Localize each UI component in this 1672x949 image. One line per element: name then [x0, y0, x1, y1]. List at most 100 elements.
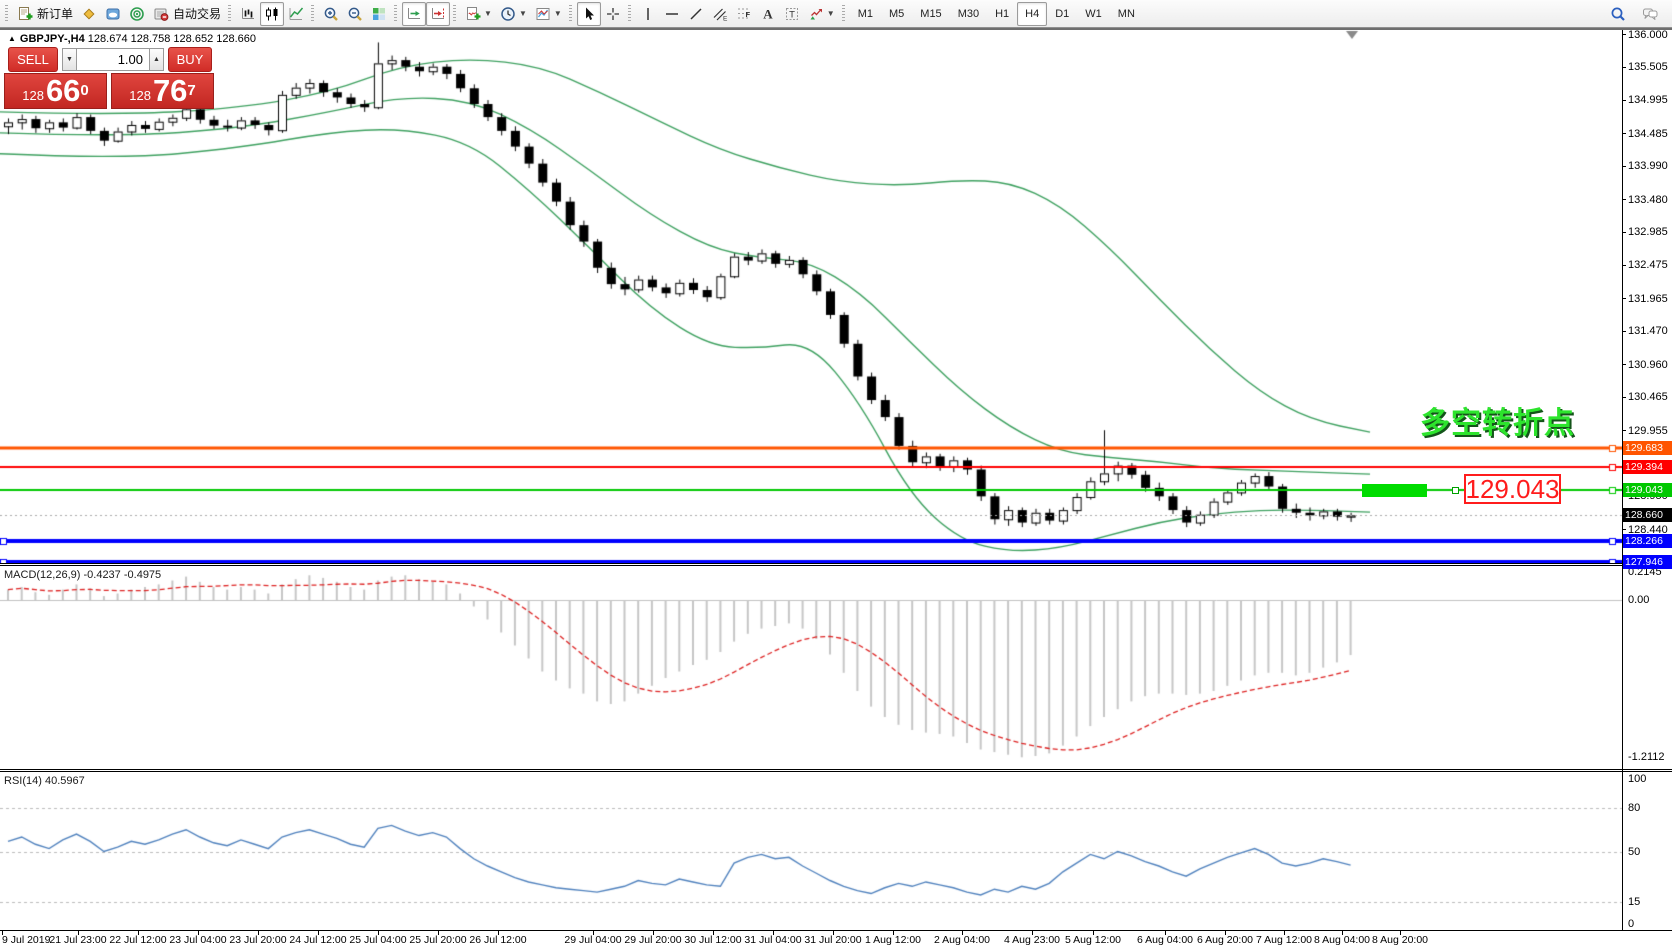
- timeframe-h1-button[interactable]: H1: [995, 7, 1010, 20]
- new-order-button[interactable]: 新订单: [13, 2, 77, 26]
- text-label-button[interactable]: T: [780, 2, 804, 26]
- trendline-button[interactable]: [684, 2, 708, 26]
- pane-separator[interactable]: [0, 771, 1672, 772]
- periods-button[interactable]: ▼: [496, 2, 531, 26]
- pane-separator[interactable]: [0, 563, 1672, 564]
- chart-shift-button[interactable]: [426, 1, 451, 26]
- macd-label: MACD(12,26,9) -0.4237 -0.4975: [4, 569, 162, 581]
- toolbar-gripper[interactable]: [394, 4, 398, 23]
- symbol-arrow-icon: ▲: [8, 34, 16, 43]
- time-axis-label: 2 Aug 04:00: [933, 934, 991, 946]
- timeframe-m15-button[interactable]: M15: [920, 7, 942, 20]
- equidistant-channel-button[interactable]: E: [708, 2, 732, 26]
- price-axis-line: [1622, 30, 1623, 931]
- line-handle[interactable]: [1452, 487, 1459, 494]
- time-axis-label: 6 Aug 04:00: [1136, 934, 1194, 946]
- zoom-in-icon: [323, 6, 339, 22]
- toolbar-gripper[interactable]: [5, 4, 8, 23]
- highlight-bar[interactable]: [1362, 484, 1427, 497]
- price-line-label: 129.043: [1623, 483, 1672, 498]
- rsi-pane-canvas[interactable]: [0, 772, 1622, 930]
- chat-button[interactable]: [1638, 2, 1662, 26]
- svg-text:A: A: [763, 6, 773, 21]
- price-axis-tick-mark: [1622, 331, 1626, 332]
- equidistant-channel-icon: E: [712, 6, 728, 22]
- bar-chart-button[interactable]: [236, 2, 260, 26]
- svg-text:T: T: [789, 9, 795, 20]
- timeframe-d1-button[interactable]: D1: [1055, 7, 1070, 20]
- zoom-in-button[interactable]: [319, 2, 343, 26]
- turning-point-annotation[interactable]: 多空转折点: [1420, 407, 1575, 440]
- time-axis[interactable]: 9 Jul 2019 21 Jul 23:00 22 Jul 12:00 23 Jul…: [0, 931, 1672, 949]
- sell-button[interactable]: SELL: [8, 46, 58, 72]
- macd-pane-canvas[interactable]: [0, 566, 1622, 769]
- autotrading-icon: [153, 6, 169, 22]
- time-axis-tick-mark: [198, 931, 199, 935]
- sell-price-box[interactable]: 128 66 0: [4, 73, 107, 109]
- toolbar-gripper[interactable]: [841, 4, 845, 23]
- price-axis-tick-mark: [1622, 430, 1626, 431]
- text-label-icon: T: [784, 6, 800, 22]
- toolbar-gripper[interactable]: [453, 4, 457, 23]
- metaeditor-icon: [81, 6, 97, 22]
- auto-scroll-button[interactable]: [402, 1, 427, 26]
- time-axis-label: 23 Jul 20:00: [229, 934, 287, 946]
- templates-icon: [535, 6, 551, 22]
- price-axis-tick: 130.465: [1628, 391, 1668, 404]
- autotrading-button[interactable]: 自动交易: [149, 2, 225, 26]
- price-line-label: 129.683: [1623, 441, 1672, 456]
- toolbar-gripper[interactable]: [228, 4, 232, 23]
- market-icon: [105, 6, 121, 22]
- time-axis-label: 23 Jul 04:00: [169, 934, 227, 946]
- metaeditor-button[interactable]: [77, 2, 101, 26]
- tile-windows-button[interactable]: [367, 2, 391, 26]
- templates-button[interactable]: ▼: [531, 2, 566, 26]
- timeframe-mn-button[interactable]: MN: [1117, 7, 1135, 20]
- search-button[interactable]: [1606, 2, 1630, 26]
- pane-separator[interactable]: [0, 769, 1672, 770]
- arrows-button[interactable]: ▼: [804, 2, 839, 26]
- toolbar-gripper[interactable]: [627, 4, 631, 23]
- horizontal-line-icon: [664, 6, 680, 22]
- time-axis-tick-mark: [1284, 931, 1285, 935]
- pane-separator[interactable]: [0, 565, 1672, 566]
- toolbar-gripper[interactable]: [311, 4, 315, 23]
- buy-button[interactable]: BUY: [168, 46, 212, 72]
- buy-price-pip: 7: [187, 82, 196, 99]
- cursor-icon: [581, 6, 597, 22]
- timeframe-m1-button[interactable]: M1: [857, 7, 873, 20]
- horizontal-line-button[interactable]: [660, 2, 684, 26]
- vertical-line-icon: [640, 6, 656, 22]
- volume-up-button[interactable]: ▲: [149, 47, 164, 71]
- price-line-label: 127.946: [1623, 555, 1672, 570]
- vertical-line-button[interactable]: [636, 2, 660, 26]
- price-axis-tick: 130.960: [1628, 358, 1668, 371]
- main-chart-canvas[interactable]: [0, 30, 1622, 563]
- line-chart-button[interactable]: [284, 2, 308, 26]
- time-axis-tick-mark: [258, 931, 259, 935]
- volume-down-button[interactable]: ▼: [62, 47, 77, 71]
- price-callout-box[interactable]: 129.043: [1464, 473, 1561, 504]
- toolbar-gripper[interactable]: [568, 4, 572, 23]
- text-button[interactable]: A: [756, 2, 780, 26]
- price-axis-tick-mark: [1622, 529, 1626, 530]
- indicators-button[interactable]: ▼: [461, 2, 496, 26]
- timeframe-h4-button[interactable]: H4: [1017, 1, 1048, 26]
- candlestick-chart-button[interactable]: [260, 1, 285, 26]
- market-button[interactable]: [101, 2, 125, 26]
- fibonacci-button[interactable]: F: [732, 2, 756, 26]
- crosshair-button[interactable]: [601, 2, 625, 26]
- zoom-out-button[interactable]: [343, 2, 367, 26]
- volume-input[interactable]: 1.00: [77, 47, 149, 71]
- price-axis-tick: 133.990: [1628, 160, 1668, 173]
- trendline-icon: [688, 6, 704, 22]
- signals-button[interactable]: [125, 2, 149, 26]
- time-axis-label: 7 Aug 12:00: [1255, 934, 1313, 946]
- timeframe-w1-button[interactable]: W1: [1085, 7, 1102, 20]
- chat-icon: [1642, 6, 1658, 22]
- cursor-button[interactable]: [576, 1, 601, 26]
- timeframe-m5-button[interactable]: M5: [889, 7, 905, 20]
- buy-price-box[interactable]: 128 76 7: [111, 73, 214, 109]
- timeframe-m30-button[interactable]: M30: [957, 7, 980, 20]
- symbol-ohlc: 128.674 128.758 128.652 128.660: [87, 33, 257, 45]
